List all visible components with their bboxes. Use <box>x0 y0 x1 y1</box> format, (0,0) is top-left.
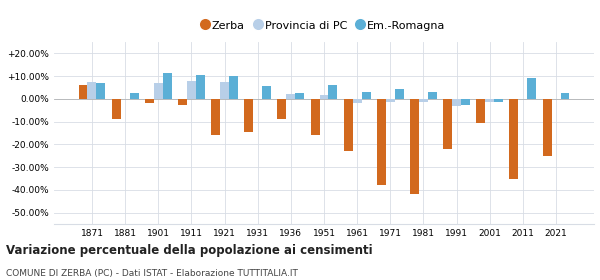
Bar <box>419 99 428 102</box>
Bar <box>362 92 371 99</box>
Bar <box>154 83 163 99</box>
Bar <box>377 99 386 185</box>
Bar <box>163 73 172 99</box>
Bar <box>542 99 551 156</box>
Bar <box>130 93 139 99</box>
Bar <box>79 85 88 99</box>
Bar <box>211 99 220 135</box>
Bar <box>196 75 205 99</box>
Bar <box>320 95 328 99</box>
Legend: Zerba, Provincia di PC, Em.-Romagna: Zerba, Provincia di PC, Em.-Romagna <box>200 18 448 33</box>
Bar <box>286 94 295 99</box>
Bar <box>461 99 470 104</box>
Bar <box>509 99 518 179</box>
Bar <box>311 99 320 135</box>
Text: COMUNE DI ZERBA (PC) - Dati ISTAT - Elaborazione TUTTITALIA.IT: COMUNE DI ZERBA (PC) - Dati ISTAT - Elab… <box>6 269 298 278</box>
Bar <box>145 99 154 103</box>
Bar <box>443 99 452 149</box>
Bar <box>178 99 187 104</box>
Bar <box>220 82 229 99</box>
Bar <box>187 81 196 99</box>
Bar <box>410 99 419 194</box>
Bar <box>97 83 106 99</box>
Bar <box>428 92 437 99</box>
Bar <box>112 99 121 119</box>
Text: Variazione percentuale della popolazione ai censimenti: Variazione percentuale della popolazione… <box>6 244 373 256</box>
Bar <box>244 99 253 132</box>
Bar <box>527 78 536 99</box>
Bar <box>452 99 461 106</box>
Bar <box>229 76 238 99</box>
Bar <box>328 85 337 99</box>
Bar <box>353 99 362 103</box>
Bar <box>262 86 271 99</box>
Bar <box>395 89 404 99</box>
Bar <box>277 99 286 119</box>
Bar <box>476 99 485 123</box>
Bar <box>344 99 353 151</box>
Bar <box>485 99 494 102</box>
Bar <box>386 99 395 102</box>
Bar <box>494 99 503 102</box>
Bar <box>295 93 304 99</box>
Bar <box>88 82 97 99</box>
Bar <box>560 93 569 99</box>
